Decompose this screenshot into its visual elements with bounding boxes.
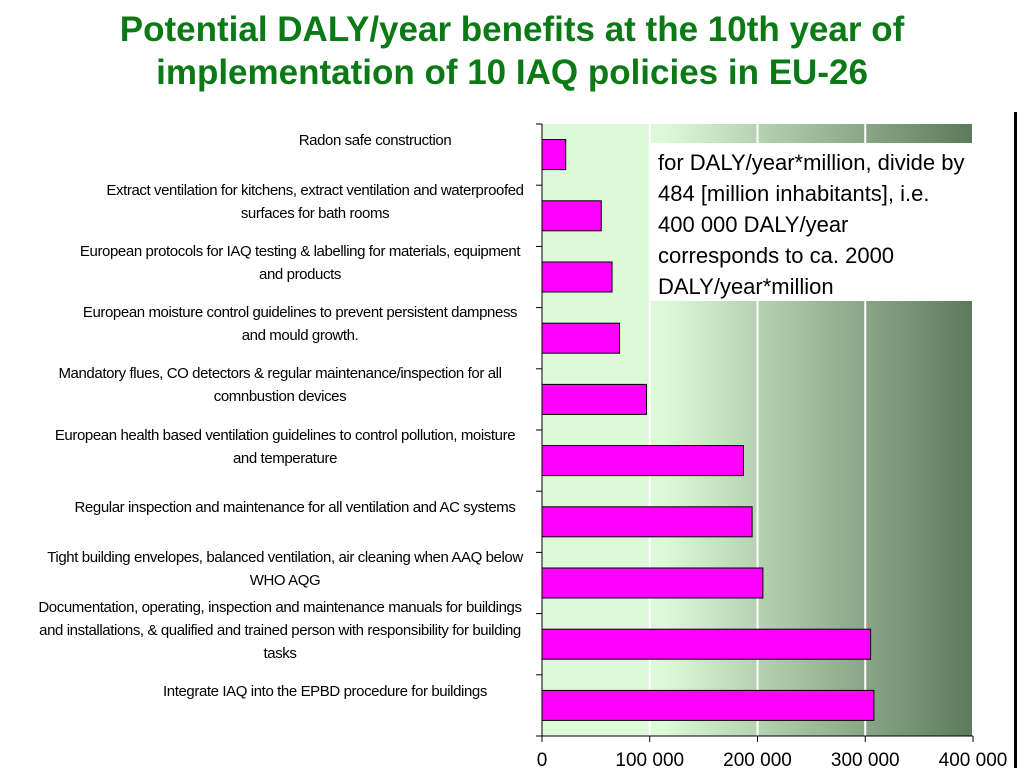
bar — [541, 383, 648, 415]
bar — [541, 200, 602, 232]
bar — [541, 689, 875, 721]
bar — [541, 445, 744, 477]
bar — [541, 628, 872, 660]
conversion-note: for DALY/year*million, divide by 484 [mi… — [650, 143, 972, 301]
category-label: European health based ventilation guidel… — [54, 426, 516, 467]
title-line-2: implementation of 10 IAQ policies in EU-… — [156, 53, 868, 92]
category-label: Radon safe construction — [298, 132, 452, 150]
x-tick-label: 0 — [537, 750, 548, 768]
bar — [541, 506, 753, 538]
title-line-1: Potential DALY/year benefits at the 10th… — [119, 10, 905, 49]
category-label: European protocols for IAQ testing & lab… — [79, 243, 521, 283]
frame-edge-line — [1014, 112, 1017, 768]
category-label: Mandatory flues, CO detectors & regular … — [58, 365, 502, 406]
bar — [541, 139, 567, 171]
category-label: Tight building envelopes, balanced venti… — [47, 549, 523, 589]
category-label: Extract ventilation for kitchens, extrac… — [106, 181, 524, 222]
chart-title: Potential DALY/year benefits at the 10th… — [0, 8, 1024, 94]
x-tick-label: 100 000 — [615, 750, 684, 768]
x-tick-label: 200 000 — [723, 750, 792, 768]
bar — [541, 567, 764, 599]
x-tick-label: 300 000 — [831, 750, 900, 768]
category-label: European moisture control guidelines to … — [82, 304, 518, 345]
category-label: Regular inspection and maintenance for a… — [74, 499, 516, 517]
category-label: Integrate IAQ into the EPBD procedure fo… — [163, 682, 487, 700]
category-label: Documentation, operating, inspection and… — [38, 598, 522, 662]
x-tick-label: 400 000 — [939, 750, 1008, 768]
bar — [541, 322, 621, 354]
bar — [541, 261, 613, 293]
